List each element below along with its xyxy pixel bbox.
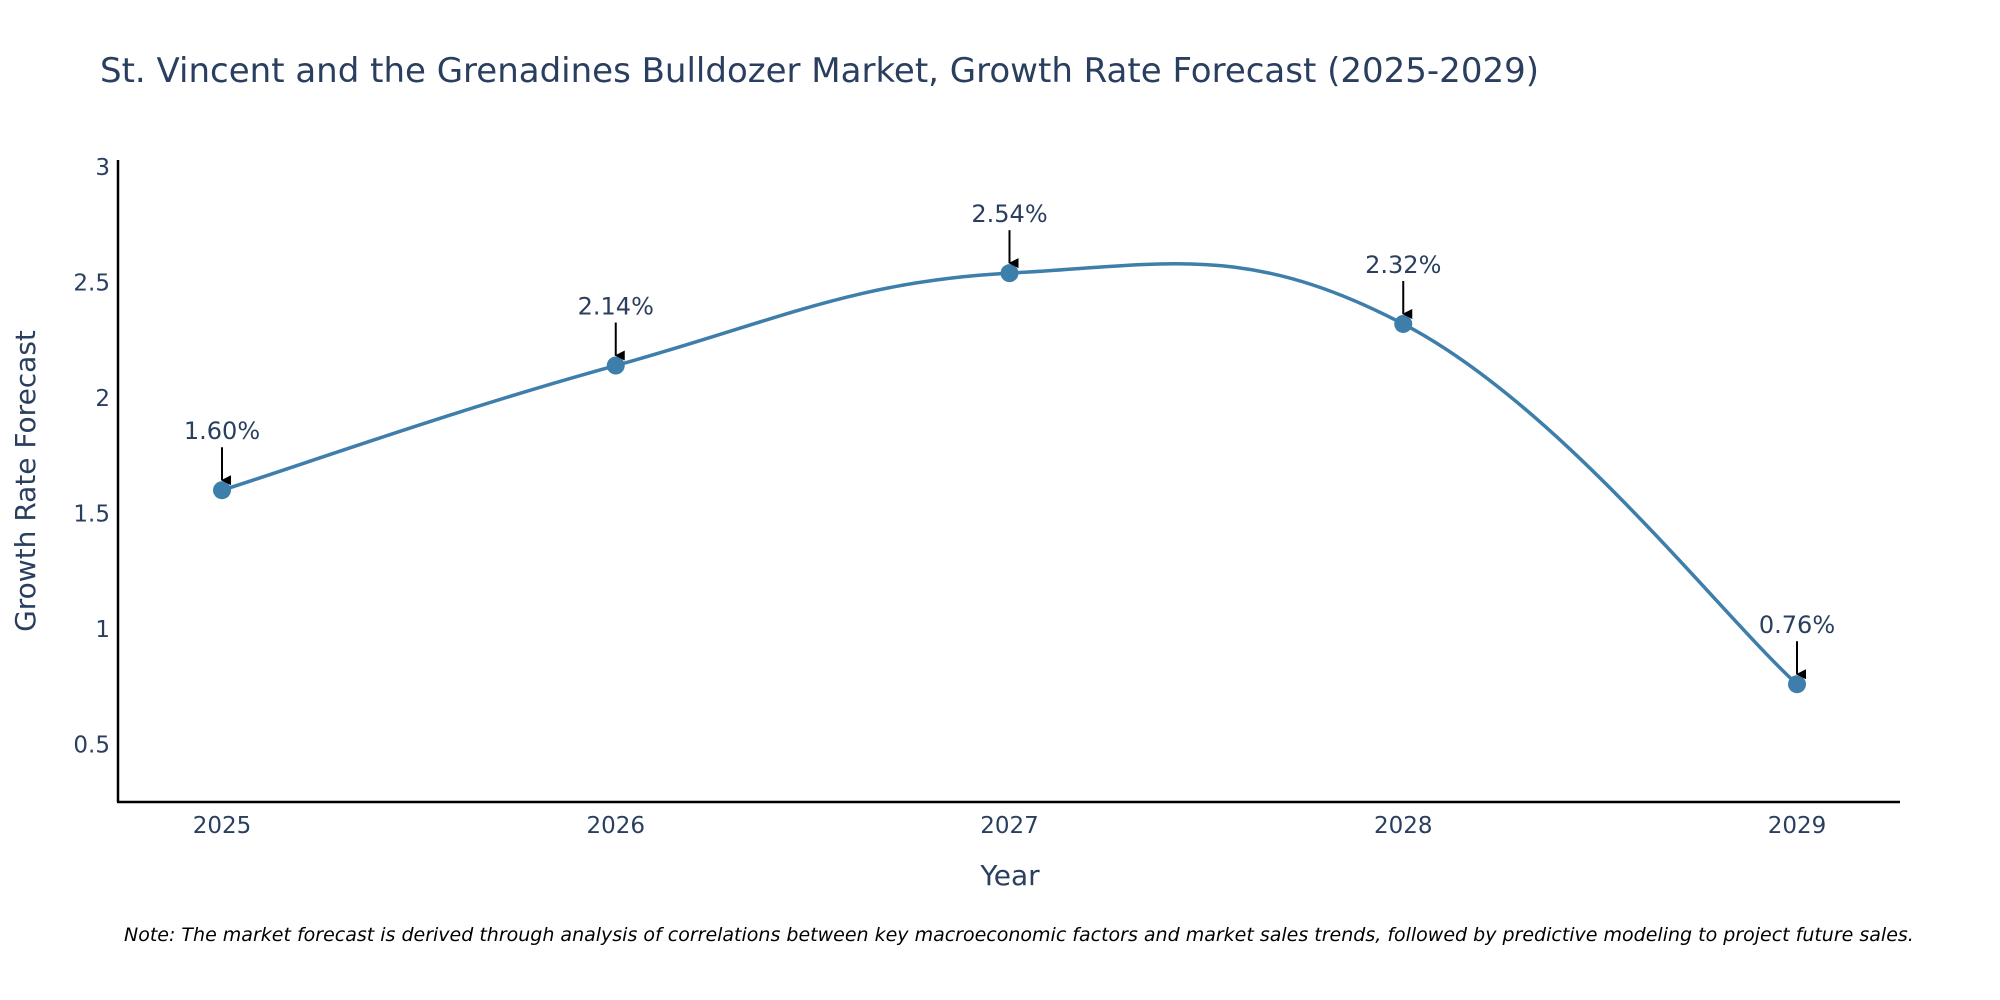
data-point-marker[interactable]	[1788, 675, 1806, 694]
y-tick-labels: 0.5 1 1.5 2 2.5 3	[73, 155, 110, 758]
data-label: 1.60%	[184, 417, 260, 445]
data-label: 2.32%	[1365, 251, 1441, 279]
y-tick-label: 1	[95, 617, 110, 643]
data-point-marker[interactable]	[213, 481, 231, 500]
x-tick-label: 2026	[586, 813, 645, 839]
y-tick-label: 0.5	[73, 732, 110, 758]
data-label: 0.76%	[1759, 611, 1835, 639]
x-tick-labels: 2025 2026 2027 2028 2029	[193, 813, 1827, 839]
chart-title: St. Vincent and the Grenadines Bulldozer…	[100, 51, 1539, 91]
y-tick-label: 2	[95, 386, 110, 412]
x-tick-label: 2029	[1768, 813, 1827, 839]
y-axis-title: Growth Rate Forecast	[9, 330, 42, 632]
data-label: 2.14%	[578, 293, 654, 321]
data-point-marker[interactable]	[606, 356, 625, 375]
data-point-marker[interactable]	[1000, 264, 1019, 283]
y-tick-label: 2.5	[73, 270, 110, 296]
data-annotations: 1.60% 2.14% 2.54% 2.32% 0.76%	[184, 200, 1835, 680]
series-line	[221, 262, 1799, 686]
y-tick-label: 1.5	[73, 501, 110, 527]
data-point-marker[interactable]	[1394, 314, 1413, 333]
x-axis-title: Year	[979, 859, 1040, 892]
footnote: Note: The market forecast is derived thr…	[124, 924, 1914, 946]
x-tick-label: 2025	[193, 813, 252, 839]
series-growth-rate	[213, 262, 1806, 694]
data-label: 2.54%	[971, 200, 1047, 228]
x-tick-label: 2028	[1374, 813, 1433, 839]
y-tick-label: 3	[95, 155, 110, 181]
x-tick-label: 2027	[980, 813, 1039, 839]
